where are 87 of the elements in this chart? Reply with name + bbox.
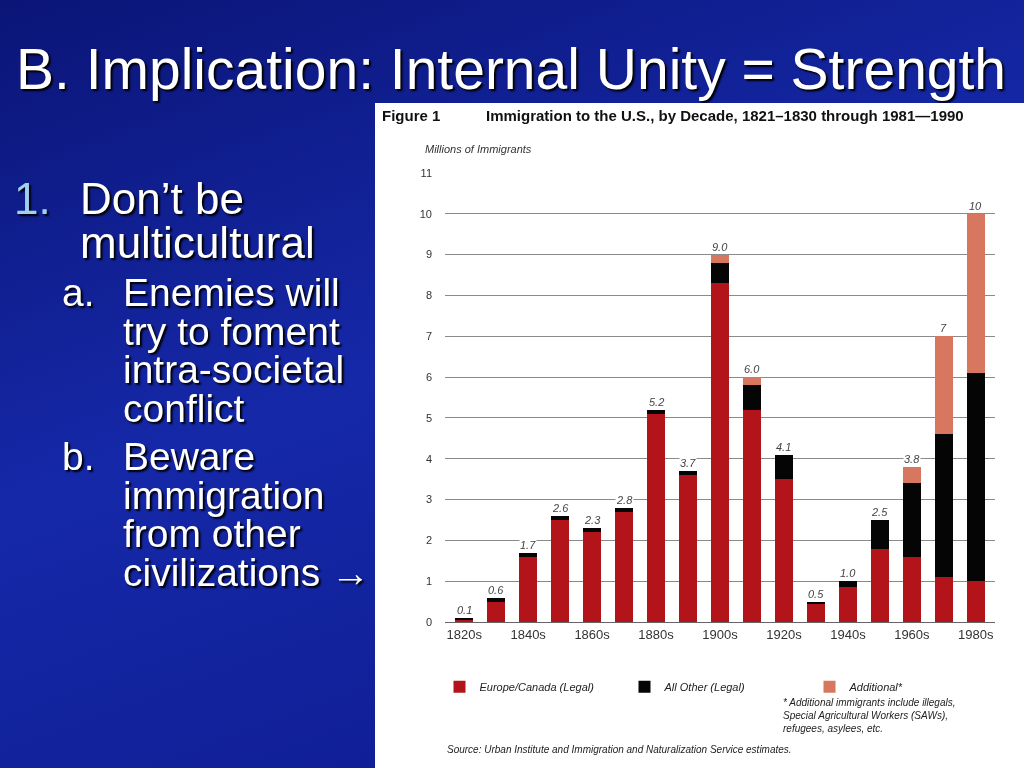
bar xyxy=(966,581,986,622)
y-tick-label: 4 xyxy=(425,452,432,465)
y-axis-title: Millions of Immigrants xyxy=(425,143,532,155)
total-label: 10 xyxy=(969,200,983,212)
bar xyxy=(934,577,954,622)
y-tick-label: 9 xyxy=(425,248,432,261)
bar xyxy=(742,385,762,410)
bar xyxy=(518,556,538,622)
total-label: 3.8 xyxy=(904,453,921,465)
total-label: 0.5 xyxy=(808,588,825,600)
y-tick-label: 11 xyxy=(420,166,432,179)
x-tick-label: 1820s xyxy=(446,626,483,642)
caption: Figure 1 xyxy=(382,107,441,124)
y-tick-label: 6 xyxy=(425,370,432,383)
bar xyxy=(966,373,986,582)
y-tick-label: 5 xyxy=(425,411,432,424)
text: a. Enemies will try to foment intra-societal conflict xyxy=(62,271,346,430)
bar xyxy=(902,483,922,557)
x-tick-label: 1960s xyxy=(894,626,931,642)
bar xyxy=(486,597,506,602)
bar xyxy=(518,552,538,557)
x-tick-label: 1880s xyxy=(638,626,675,642)
bar xyxy=(966,213,986,374)
total-label: 2.5 xyxy=(871,506,889,518)
x-tick-label: 1980s xyxy=(958,626,995,642)
bar xyxy=(614,511,634,622)
y-tick-label: 3 xyxy=(425,493,432,506)
bar xyxy=(870,548,890,622)
bar xyxy=(838,587,858,622)
bar xyxy=(742,377,762,386)
bar xyxy=(678,470,698,476)
legend-label: All Other (Legal) xyxy=(663,681,745,694)
y-tick-label: 7 xyxy=(425,330,432,343)
source-note: Source: Urban Institute and Immigration and Naturalization Service estimates. xyxy=(447,744,792,755)
y-tick-label: 2 xyxy=(425,534,432,547)
bar xyxy=(646,413,666,622)
bar xyxy=(934,336,954,435)
total-label: 9.0 xyxy=(712,241,729,253)
bar xyxy=(774,479,794,622)
bar xyxy=(550,515,570,520)
bar xyxy=(870,519,890,549)
total-label: 3.7 xyxy=(680,457,697,469)
bar xyxy=(710,254,730,263)
total-label: 1.7 xyxy=(520,539,537,551)
bar xyxy=(646,409,666,414)
x-tick-label: 1840s xyxy=(510,626,547,642)
y-tick-label: 0 xyxy=(425,615,432,628)
bar xyxy=(614,507,634,512)
bar xyxy=(806,603,826,622)
y-tick-label: 8 xyxy=(425,289,432,302)
chart-title: B. Implication: Internal Unity = Strength xyxy=(16,37,1008,101)
bar xyxy=(486,601,506,622)
total-label: 5.2 xyxy=(649,396,665,408)
text: * Additional immigrants include illegals, Special Agricultural Workers (SAWs), refugees, asylees, etc. xyxy=(783,697,956,734)
bar xyxy=(806,601,826,604)
total-label: 4.1 xyxy=(776,441,792,453)
bar xyxy=(582,532,602,622)
x-tick-label: 1860s xyxy=(574,626,611,642)
bar xyxy=(550,519,570,622)
y-tick-label: 10 xyxy=(419,207,432,220)
text: b. Beware immigration from other civilizations → xyxy=(62,435,372,594)
x-tick-label: 1900s xyxy=(702,626,739,642)
y-tick-label: 1 xyxy=(425,575,432,588)
bar xyxy=(838,581,858,588)
text: 1. Don’t be multicultural xyxy=(14,174,316,267)
x-tick-label: 1920s xyxy=(766,626,803,642)
bar xyxy=(742,409,762,622)
bar xyxy=(582,528,602,533)
bar xyxy=(774,454,794,480)
bar xyxy=(678,475,698,622)
total-label: 0.6 xyxy=(488,584,505,596)
total-label: 6.0 xyxy=(744,363,761,375)
bar xyxy=(710,283,730,622)
total-label: 2.8 xyxy=(616,494,634,506)
bar xyxy=(902,556,922,622)
total-label: 0.1 xyxy=(457,604,473,616)
bar xyxy=(934,434,954,578)
total-label: 2.6 xyxy=(552,502,570,514)
total-label: 7 xyxy=(940,322,947,334)
legend-label: Additional* xyxy=(848,681,903,694)
bar xyxy=(902,466,922,484)
chart-subtitle: Immigration to the U.S., by Decade, 1821–1830 through 1981—1990 xyxy=(486,107,964,124)
legend-label: Europe/Canada (Legal) xyxy=(479,681,595,694)
total-label: 1.0 xyxy=(840,567,857,579)
x-tick-label: 1940s xyxy=(830,626,867,642)
total-label: 2.3 xyxy=(584,514,602,526)
bar xyxy=(710,262,730,284)
